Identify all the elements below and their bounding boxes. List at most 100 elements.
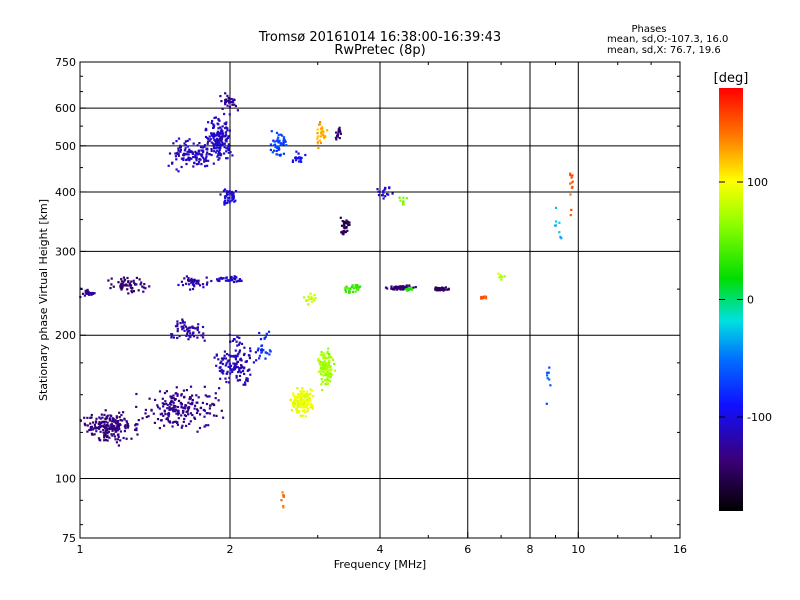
data-point (136, 423, 139, 426)
data-point (194, 150, 197, 153)
data-point (227, 190, 230, 193)
data-point (292, 392, 295, 395)
data-point (327, 356, 330, 359)
data-point (176, 413, 180, 416)
data-point (232, 193, 235, 196)
data-point (309, 402, 312, 405)
data-point (195, 163, 198, 166)
data-point (212, 143, 215, 146)
data-point (276, 138, 279, 141)
data-point (217, 158, 220, 161)
data-point (225, 362, 228, 365)
data-point (306, 410, 309, 413)
data-point (196, 409, 200, 412)
data-point (203, 160, 206, 163)
data-point (399, 199, 402, 202)
data-point (182, 389, 185, 392)
data-point (219, 377, 222, 380)
data-point (117, 424, 120, 427)
data-point (282, 137, 285, 140)
data-point (193, 161, 196, 164)
data-point (231, 100, 234, 103)
data-point (104, 424, 107, 427)
data-point (327, 379, 330, 382)
data-point (176, 324, 179, 327)
data-point (503, 275, 506, 278)
data-point (339, 130, 342, 133)
data-point (320, 383, 323, 386)
data-point (350, 285, 353, 288)
data-point (376, 188, 379, 191)
data-point (204, 394, 207, 397)
data-point (321, 127, 324, 130)
data-point (195, 394, 198, 397)
data-point (206, 151, 209, 154)
data-point (404, 288, 407, 291)
data-point (124, 427, 127, 430)
data-point (406, 289, 409, 292)
data-point (238, 278, 241, 281)
data-point (299, 159, 302, 162)
data-point (130, 284, 133, 287)
data-point (179, 150, 182, 153)
data-point (232, 355, 235, 358)
data-point (231, 339, 234, 342)
data-point (325, 373, 328, 376)
data-point (98, 438, 101, 441)
data-point (299, 401, 302, 404)
data-point (86, 288, 89, 291)
data-point (198, 158, 201, 161)
data-point (335, 131, 338, 134)
data-point (224, 202, 228, 205)
data-point (186, 330, 189, 333)
data-point (213, 150, 216, 153)
data-point (108, 419, 111, 422)
data-point (162, 414, 165, 417)
data-point (218, 137, 222, 140)
data-point (188, 329, 191, 332)
data-point (83, 294, 86, 297)
data-point (189, 420, 192, 423)
data-point (298, 160, 301, 163)
data-point (205, 402, 209, 406)
data-point (198, 284, 202, 287)
data-point (180, 325, 183, 328)
data-point (172, 142, 175, 145)
data-point (400, 285, 403, 289)
data-point (342, 229, 345, 233)
data-point (211, 134, 214, 137)
data-point (130, 289, 133, 292)
data-point (482, 295, 485, 298)
data-point (223, 199, 227, 203)
data-point (273, 149, 276, 152)
data-point (214, 144, 217, 147)
data-point (203, 415, 206, 418)
data-point (406, 288, 409, 291)
data-point (215, 414, 218, 417)
data-point (311, 407, 315, 410)
data-point (320, 129, 323, 132)
data-point (280, 499, 283, 502)
data-point (185, 334, 188, 337)
data-point (159, 413, 162, 416)
data-point (348, 221, 351, 224)
data-point (147, 415, 150, 418)
data-point (554, 206, 558, 209)
data-point (382, 191, 385, 194)
data-point (249, 373, 252, 376)
data-point (110, 277, 113, 280)
data-point (232, 194, 235, 198)
y-tick-label: 500 (55, 140, 76, 153)
data-point (260, 349, 263, 352)
data-point (195, 156, 198, 159)
data-point (180, 414, 183, 417)
data-point (243, 346, 246, 349)
data-point (313, 294, 316, 297)
data-point (221, 141, 224, 144)
data-point (201, 153, 204, 156)
data-point (208, 395, 211, 398)
data-point (123, 278, 127, 281)
data-point (201, 146, 204, 149)
data-point (176, 151, 179, 155)
data-point (200, 163, 203, 166)
